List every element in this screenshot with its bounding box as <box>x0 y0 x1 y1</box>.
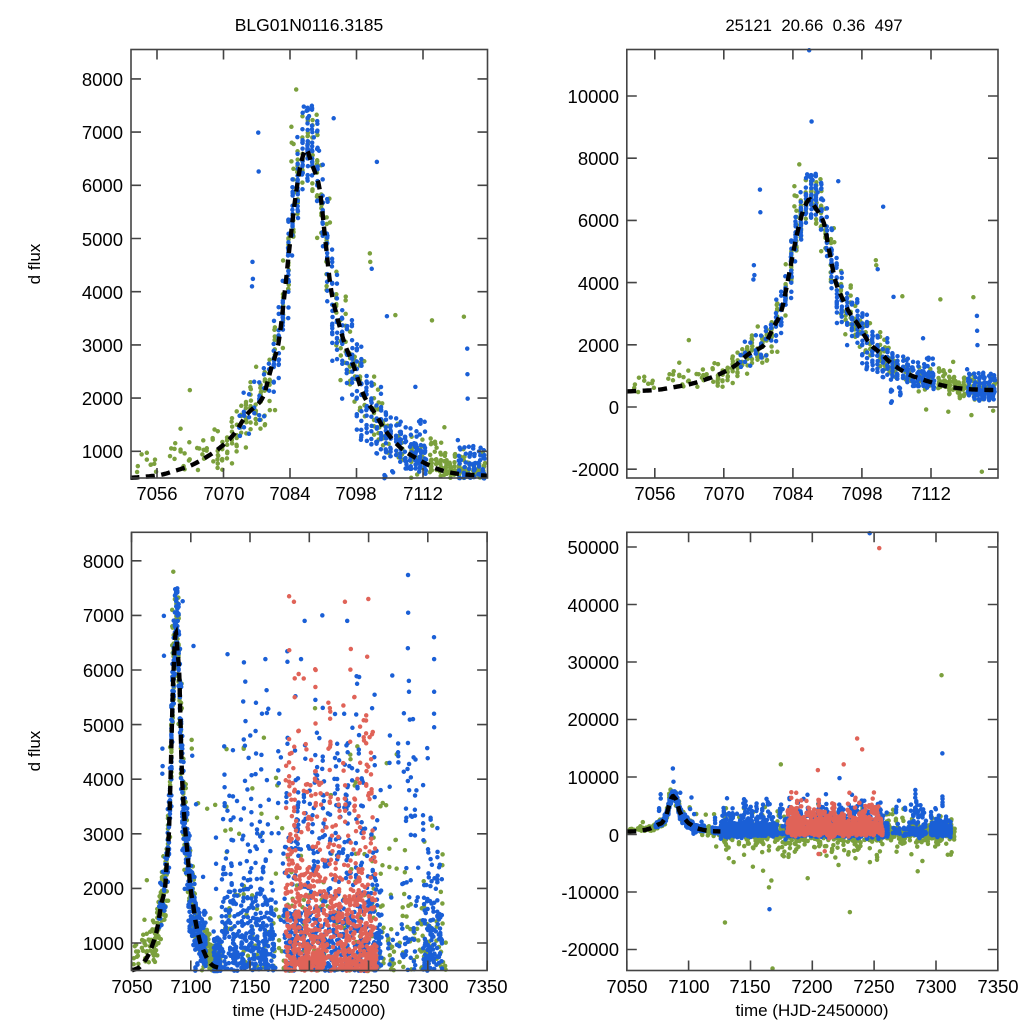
svg-text:7250: 7250 <box>348 976 389 997</box>
svg-text:2000: 2000 <box>82 388 123 409</box>
svg-text:7150: 7150 <box>729 976 770 997</box>
svg-text:5000: 5000 <box>82 229 123 250</box>
svg-text:20000: 20000 <box>568 709 619 730</box>
svg-text:7350: 7350 <box>977 976 1018 997</box>
svg-text:-2000: -2000 <box>572 459 619 480</box>
svg-text:7098: 7098 <box>335 483 376 504</box>
svg-text:8000: 8000 <box>82 69 123 90</box>
svg-text:25121 20.66 0.36 497: 25121 20.66 0.36 497 <box>725 16 902 35</box>
svg-text:-20000: -20000 <box>561 939 619 960</box>
svg-text:10000: 10000 <box>568 86 619 107</box>
svg-text:7050: 7050 <box>111 976 152 997</box>
svg-text:7098: 7098 <box>841 483 882 504</box>
svg-text:7070: 7070 <box>703 483 744 504</box>
svg-text:7250: 7250 <box>853 976 894 997</box>
svg-text:7112: 7112 <box>911 483 951 504</box>
svg-text:3000: 3000 <box>83 824 124 845</box>
svg-text:7000: 7000 <box>83 605 124 626</box>
svg-text:7300: 7300 <box>915 976 956 997</box>
svg-text:4000: 4000 <box>578 273 619 294</box>
svg-text:7200: 7200 <box>791 976 832 997</box>
svg-text:4000: 4000 <box>82 282 123 303</box>
svg-text:1000: 1000 <box>82 441 123 462</box>
svg-text:7084: 7084 <box>269 483 310 504</box>
svg-text:7000: 7000 <box>82 122 123 143</box>
svg-text:6000: 6000 <box>83 660 124 681</box>
svg-text:BLG01N0116.3185: BLG01N0116.3185 <box>235 15 384 35</box>
svg-text:time (HJD-2450000): time (HJD-2450000) <box>735 1001 888 1020</box>
svg-text:5000: 5000 <box>83 715 124 736</box>
svg-text:3000: 3000 <box>82 335 123 356</box>
svg-text:10000: 10000 <box>568 767 619 788</box>
svg-text:0: 0 <box>609 397 619 418</box>
svg-text:d flux: d flux <box>25 730 44 771</box>
svg-text:7070: 7070 <box>203 483 244 504</box>
svg-text:7150: 7150 <box>229 976 270 997</box>
svg-text:7300: 7300 <box>407 976 448 997</box>
svg-text:d flux: d flux <box>25 243 44 284</box>
svg-text:time (HJD-2450000): time (HJD-2450000) <box>232 1001 385 1020</box>
svg-text:7100: 7100 <box>170 976 211 997</box>
svg-text:2000: 2000 <box>83 878 124 899</box>
svg-text:7084: 7084 <box>772 483 813 504</box>
svg-text:7350: 7350 <box>466 976 507 997</box>
svg-text:50000: 50000 <box>568 537 619 558</box>
svg-text:0: 0 <box>609 825 619 846</box>
svg-text:7056: 7056 <box>136 483 177 504</box>
svg-text:7100: 7100 <box>668 976 709 997</box>
svg-text:30000: 30000 <box>568 652 619 673</box>
svg-text:8000: 8000 <box>83 551 124 572</box>
svg-text:1000: 1000 <box>83 933 124 954</box>
svg-text:7050: 7050 <box>606 976 647 997</box>
svg-text:-10000: -10000 <box>561 882 619 903</box>
svg-text:6000: 6000 <box>82 175 123 196</box>
svg-text:7200: 7200 <box>288 976 329 997</box>
svg-text:7112: 7112 <box>403 483 443 504</box>
svg-text:7056: 7056 <box>634 483 675 504</box>
svg-text:40000: 40000 <box>568 595 619 616</box>
svg-text:8000: 8000 <box>578 148 619 169</box>
svg-text:6000: 6000 <box>578 210 619 231</box>
svg-text:4000: 4000 <box>83 769 124 790</box>
svg-text:2000: 2000 <box>578 335 619 356</box>
